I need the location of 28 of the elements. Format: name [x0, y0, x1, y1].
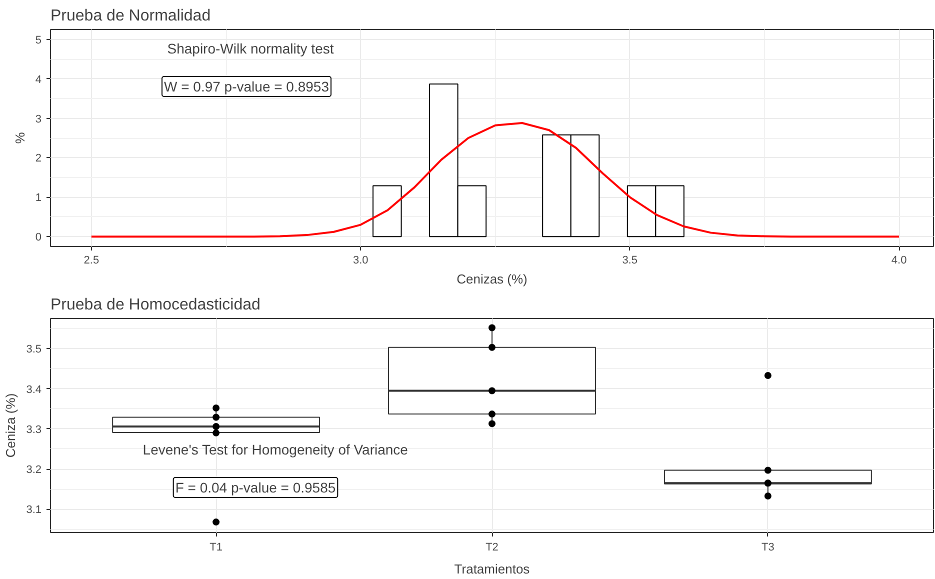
- x-tick-label: 3.5: [622, 254, 638, 266]
- y-tick-label: 3.2: [26, 464, 42, 476]
- chart-title: Prueba de Normalidad: [50, 8, 211, 24]
- chart-title: Prueba de Homocedasticidad: [50, 296, 260, 314]
- y-tick-label: 3.5: [26, 344, 42, 356]
- x-axis-title: Tratamientos: [454, 562, 530, 576]
- x-tick-label: T2: [486, 542, 498, 554]
- x-tick-label: 3.0: [352, 254, 368, 266]
- annotation: W = 0.97 p-value = 0.8953: [164, 78, 330, 94]
- x-axis-title: Cenizas (%): [456, 272, 528, 286]
- y-axis-title: %: [12, 132, 28, 144]
- y-tick-label: 0: [35, 232, 42, 244]
- x-tick-label: 4.0: [891, 254, 907, 266]
- y-axis-title: Ceniza (%): [3, 393, 18, 458]
- annotation: Shapiro-Wilk normality test: [167, 40, 334, 56]
- annotation: F = 0.04 p-value = 0.9585: [175, 480, 336, 496]
- y-tick-label: 5: [35, 34, 42, 46]
- x-tick-label: 2.5: [84, 254, 100, 266]
- y-tick-label: 2: [35, 152, 42, 165]
- y-tick-label: 3.1: [26, 504, 42, 516]
- x-tick-label: T3: [762, 542, 774, 554]
- y-tick-label: 4: [35, 74, 42, 86]
- y-tick-label: 3.4: [26, 384, 42, 396]
- x-tick-label: T1: [210, 542, 222, 554]
- y-tick-label: 3: [35, 113, 42, 126]
- y-tick-label: 1: [35, 192, 42, 204]
- annotation: Levene's Test for Homogeneity of Variance: [142, 442, 408, 458]
- y-tick-label: 3.3: [26, 424, 42, 436]
